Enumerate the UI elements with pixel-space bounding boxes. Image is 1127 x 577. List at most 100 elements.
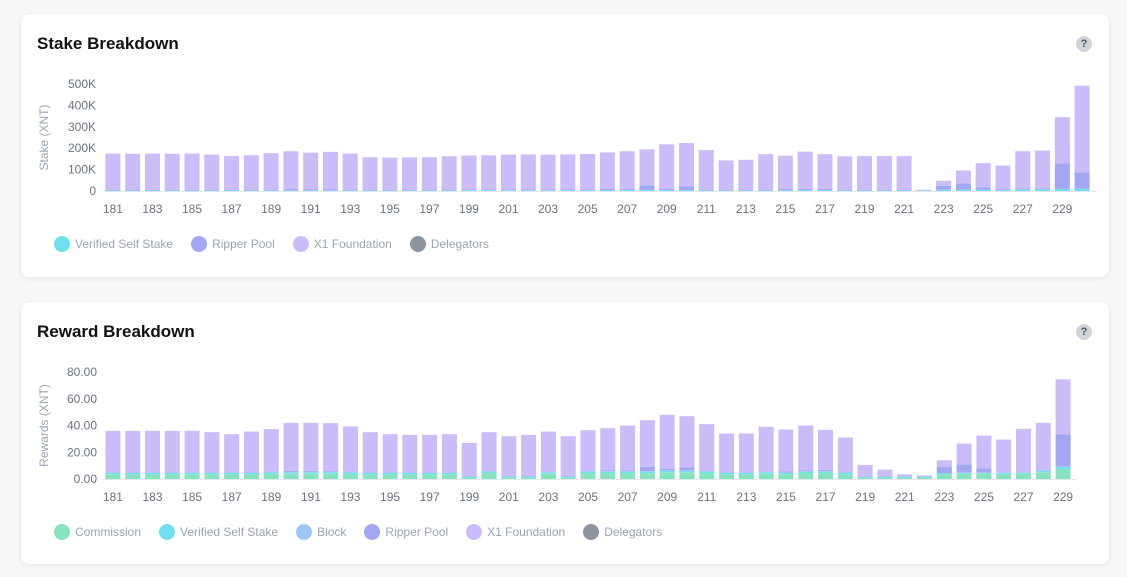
bar-x1-foundation-206[interactable] (599, 152, 615, 189)
bar-x1-foundation-224[interactable] (955, 170, 971, 184)
bar-verified-self-stake-191[interactable] (303, 190, 319, 191)
bar-commission-186[interactable] (204, 474, 220, 479)
legend-item-x1-foundation[interactable]: X1 Foundation (292, 236, 392, 252)
bar-x1-foundation-228[interactable] (1035, 150, 1051, 189)
bar-x1-foundation-228[interactable] (1035, 422, 1051, 471)
bar-ripper-pool-212[interactable] (718, 189, 734, 191)
bar-commission-217[interactable] (818, 472, 834, 479)
bar-verified-self-stake-213[interactable] (738, 190, 754, 191)
bar-verified-self-stake-193[interactable] (342, 472, 358, 474)
bar-verified-self-stake-207[interactable] (620, 471, 636, 473)
bar-verified-self-stake-204[interactable] (560, 190, 576, 191)
bar-block-216[interactable] (798, 470, 814, 472)
bar-verified-self-stake-218[interactable] (837, 472, 853, 475)
bar-verified-self-stake-188[interactable] (243, 190, 259, 191)
bar-block-186[interactable] (204, 472, 220, 473)
bar-x1-foundation-199[interactable] (461, 442, 477, 477)
bar-x1-foundation-202[interactable] (520, 154, 536, 190)
bar-verified-self-stake-216[interactable] (797, 190, 813, 191)
bar-verified-self-stake-205[interactable] (580, 190, 596, 191)
bar-commission-205[interactable] (580, 472, 596, 479)
bar-commission-181[interactable] (105, 474, 121, 479)
bar-ripper-pool-198[interactable] (441, 189, 457, 191)
bar-x1-foundation-187[interactable] (224, 156, 240, 190)
bar-commission-213[interactable] (738, 474, 754, 479)
bar-commission-184[interactable] (164, 474, 180, 479)
bar-x1-foundation-211[interactable] (699, 424, 715, 471)
bar-commission-203[interactable] (540, 473, 556, 479)
bar-ripper-pool-215[interactable] (777, 189, 793, 191)
bar-verified-self-stake-215[interactable] (777, 190, 793, 191)
bar-x1-foundation-205[interactable] (580, 430, 596, 471)
bar-block-194[interactable] (362, 472, 378, 473)
bar-verified-self-stake-221[interactable] (897, 476, 913, 478)
bar-verified-self-stake-219[interactable] (857, 476, 873, 478)
bar-x1-foundation-197[interactable] (422, 434, 438, 473)
bar-verified-self-stake-226[interactable] (995, 189, 1011, 191)
bar-verified-self-stake-208[interactable] (639, 471, 655, 473)
bar-verified-self-stake-186[interactable] (204, 472, 220, 475)
bar-ripper-pool-208[interactable] (639, 466, 655, 471)
bar-x1-foundation-182[interactable] (125, 430, 141, 473)
bar-block-228[interactable] (1035, 470, 1051, 471)
bar-block-229[interactable] (1055, 466, 1071, 467)
bar-x1-foundation-219[interactable] (857, 464, 873, 477)
bar-block-189[interactable] (263, 471, 279, 473)
bar-verified-self-stake-222[interactable] (916, 190, 932, 191)
bar-ripper-pool-206[interactable] (600, 470, 616, 471)
help-icon[interactable]: ? (1076, 324, 1092, 340)
bar-block-197[interactable] (422, 472, 438, 473)
bar-x1-foundation-186[interactable] (204, 154, 220, 190)
bar-block-183[interactable] (144, 472, 161, 473)
bar-verified-self-stake-205[interactable] (580, 471, 596, 473)
bar-x1-foundation-196[interactable] (402, 157, 418, 190)
bar-verified-self-stake-229[interactable] (1055, 466, 1071, 469)
bar-ripper-pool-187[interactable] (224, 189, 240, 191)
bar-x1-foundation-207[interactable] (619, 151, 635, 190)
bar-verified-self-stake-215[interactable] (778, 472, 794, 475)
bar-x1-foundation-215[interactable] (777, 155, 793, 190)
bar-x1-foundation-192[interactable] (322, 151, 338, 190)
bar-commission-182[interactable] (125, 474, 141, 479)
bar-x1-foundation-222[interactable] (916, 189, 932, 191)
bar-verified-self-stake-201[interactable] (500, 190, 516, 191)
bar-x1-foundation-210[interactable] (678, 143, 695, 187)
legend-item-delegators[interactable]: Delegators (409, 236, 489, 252)
bar-block-195[interactable] (382, 472, 398, 473)
bar-x1-foundation-185[interactable] (184, 153, 200, 190)
bar-commission-199[interactable] (461, 477, 477, 479)
bar-x1-foundation-181[interactable] (105, 430, 121, 473)
bar-block-213[interactable] (738, 472, 754, 473)
bar-x1-foundation-203[interactable] (540, 431, 556, 472)
bar-verified-self-stake-196[interactable] (402, 472, 418, 475)
bar-ripper-pool-216[interactable] (797, 188, 813, 191)
bar-ripper-pool-190[interactable] (283, 470, 299, 472)
bar-verified-self-stake-211[interactable] (699, 471, 715, 473)
bar-verified-self-stake-228[interactable] (1035, 470, 1051, 473)
bar-x1-foundation-212[interactable] (718, 160, 734, 190)
bar-commission-220[interactable] (877, 477, 893, 479)
bar-x1-foundation-183[interactable] (144, 430, 161, 473)
bar-x1-foundation-207[interactable] (620, 425, 636, 471)
bar-block-220[interactable] (877, 476, 893, 477)
legend-item-block[interactable]: Block (296, 524, 346, 540)
bar-block-214[interactable] (758, 471, 774, 473)
bar-block-184[interactable] (164, 472, 180, 473)
bar-x1-foundation-198[interactable] (441, 434, 457, 473)
bar-verified-self-stake-199[interactable] (461, 476, 477, 478)
bar-commission-189[interactable] (263, 473, 279, 479)
bar-ripper-pool-205[interactable] (580, 189, 596, 191)
bar-ripper-pool-207[interactable] (619, 189, 635, 190)
bar-block-215[interactable] (778, 472, 794, 473)
bar-verified-self-stake-225[interactable] (976, 472, 992, 474)
bar-verified-self-stake-223[interactable] (936, 189, 952, 191)
bar-commission-229[interactable] (1055, 468, 1071, 479)
bar-x1-foundation-209[interactable] (659, 144, 675, 189)
bar-verified-self-stake-189[interactable] (263, 190, 279, 191)
bar-verified-self-stake-188[interactable] (243, 472, 259, 475)
bar-x1-foundation-193[interactable] (342, 153, 358, 190)
bar-verified-self-stake-207[interactable] (619, 189, 635, 191)
bar-commission-211[interactable] (699, 472, 715, 479)
bar-x1-foundation-205[interactable] (580, 153, 596, 190)
bar-verified-self-stake-214[interactable] (758, 190, 774, 191)
